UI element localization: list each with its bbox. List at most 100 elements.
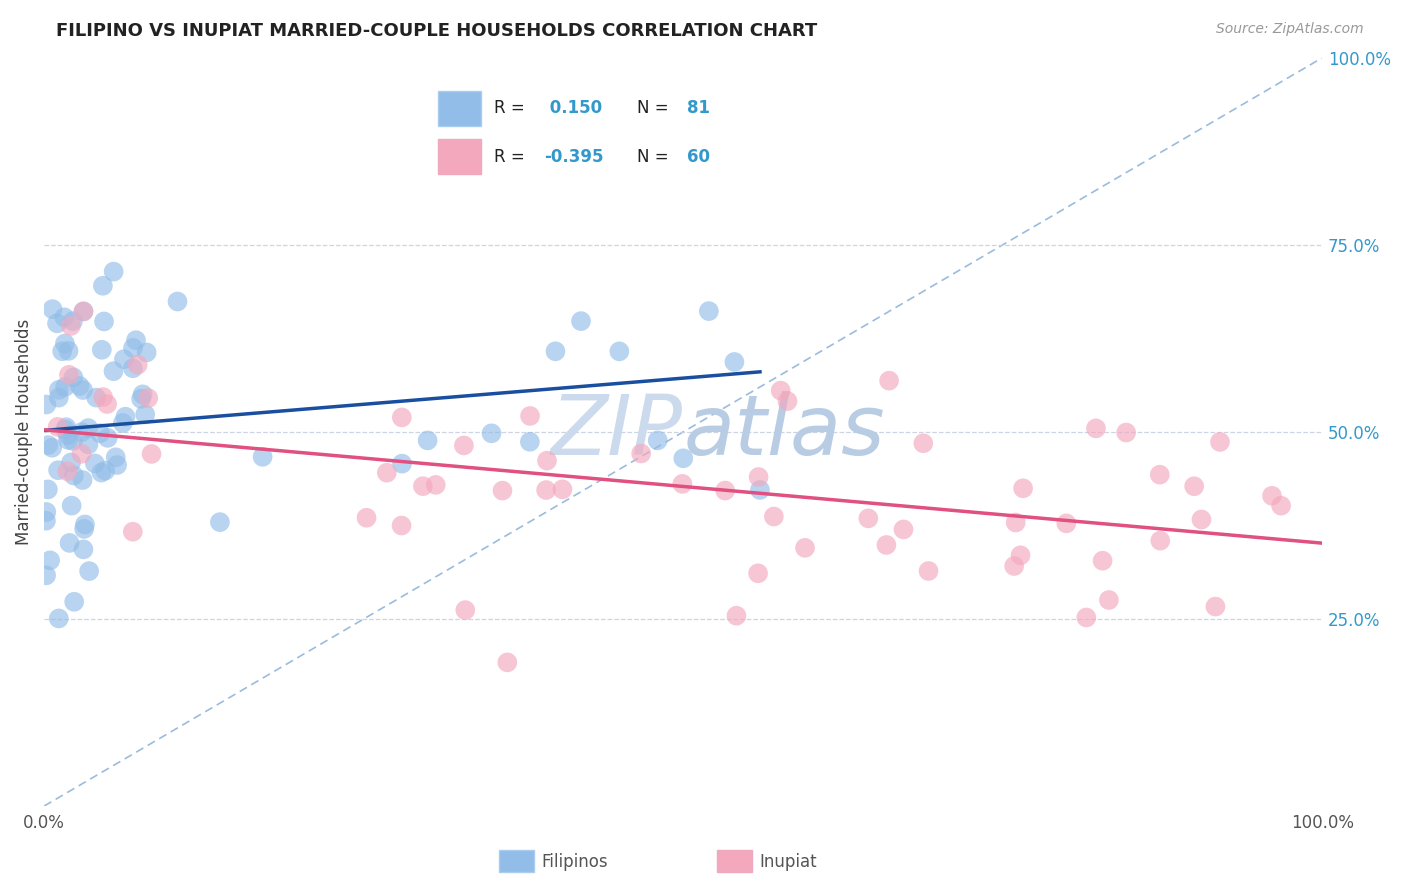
Point bbox=[84, 391, 107, 405]
Point bbox=[35, 568, 58, 582]
Point bbox=[94, 464, 117, 478]
Point bbox=[672, 451, 695, 466]
Point bbox=[1209, 434, 1232, 449]
Point bbox=[647, 434, 669, 448]
Point bbox=[134, 408, 156, 422]
Point bbox=[912, 436, 935, 450]
Point bbox=[1091, 554, 1114, 568]
Point bbox=[416, 434, 439, 448]
Point bbox=[39, 553, 62, 567]
Point bbox=[1261, 489, 1284, 503]
Point bbox=[166, 294, 188, 309]
Point bbox=[97, 431, 120, 445]
Point bbox=[1012, 481, 1035, 495]
Point bbox=[70, 425, 93, 439]
Point bbox=[481, 426, 503, 441]
Point bbox=[70, 447, 93, 461]
Point bbox=[496, 656, 519, 670]
Y-axis label: Married-couple Households: Married-couple Households bbox=[15, 318, 32, 545]
Point bbox=[131, 387, 153, 401]
Point bbox=[714, 483, 737, 498]
Point bbox=[453, 438, 475, 452]
Point bbox=[391, 410, 413, 425]
Point bbox=[83, 457, 105, 471]
Point bbox=[794, 541, 817, 555]
Point bbox=[769, 384, 792, 398]
Point bbox=[63, 468, 86, 483]
Text: Inupiat: Inupiat bbox=[759, 853, 817, 871]
Point bbox=[90, 343, 112, 357]
Point bbox=[121, 524, 143, 539]
Point bbox=[89, 426, 111, 441]
Point bbox=[544, 344, 567, 359]
Point bbox=[48, 391, 70, 405]
Point bbox=[58, 368, 80, 382]
Point bbox=[536, 453, 558, 467]
Point bbox=[135, 345, 157, 359]
Point bbox=[1084, 421, 1107, 435]
Point bbox=[73, 522, 96, 536]
Point bbox=[93, 314, 115, 328]
Point bbox=[35, 514, 58, 528]
Point bbox=[53, 423, 76, 437]
Point bbox=[141, 447, 163, 461]
Point bbox=[41, 441, 63, 455]
Point bbox=[1002, 559, 1025, 574]
Point bbox=[77, 421, 100, 435]
Point bbox=[412, 479, 434, 493]
Point bbox=[72, 473, 94, 487]
Point bbox=[53, 310, 76, 325]
Point bbox=[122, 341, 145, 355]
Point bbox=[35, 505, 58, 519]
Point bbox=[519, 434, 541, 449]
Point bbox=[893, 523, 915, 537]
Point bbox=[104, 450, 127, 465]
Point bbox=[441, 145, 464, 159]
Point bbox=[77, 437, 100, 451]
Point bbox=[425, 478, 447, 492]
Point bbox=[56, 433, 79, 447]
Point bbox=[1270, 499, 1292, 513]
Point bbox=[37, 483, 59, 497]
Point bbox=[630, 446, 652, 460]
Point bbox=[375, 466, 398, 480]
Point bbox=[77, 564, 100, 578]
Point bbox=[697, 304, 720, 318]
Point bbox=[776, 394, 799, 409]
Point bbox=[91, 390, 114, 404]
Point bbox=[103, 264, 125, 278]
Point bbox=[63, 595, 86, 609]
Point bbox=[1115, 425, 1137, 440]
Point bbox=[53, 336, 76, 351]
Point bbox=[60, 455, 83, 469]
Point bbox=[747, 566, 769, 581]
Point bbox=[91, 278, 114, 293]
Point bbox=[72, 383, 94, 397]
Point bbox=[1204, 599, 1226, 614]
Point bbox=[72, 304, 94, 318]
Point bbox=[454, 603, 477, 617]
Point bbox=[56, 428, 79, 442]
Point bbox=[72, 542, 94, 557]
Text: atlas: atlas bbox=[683, 392, 884, 473]
Point bbox=[58, 343, 80, 358]
Point bbox=[725, 608, 748, 623]
Point bbox=[62, 370, 84, 384]
Point bbox=[60, 499, 83, 513]
Point bbox=[917, 564, 939, 578]
Point bbox=[877, 374, 900, 388]
Point bbox=[46, 316, 69, 330]
Text: Source: ZipAtlas.com: Source: ZipAtlas.com bbox=[1216, 22, 1364, 37]
Point bbox=[129, 392, 152, 406]
Point bbox=[111, 416, 134, 430]
Point bbox=[491, 483, 513, 498]
Point bbox=[41, 302, 63, 317]
Point bbox=[875, 538, 897, 552]
Point bbox=[1098, 593, 1121, 607]
Text: FILIPINO VS INUPIAT MARRIED-COUPLE HOUSEHOLDS CORRELATION CHART: FILIPINO VS INUPIAT MARRIED-COUPLE HOUSE… bbox=[56, 22, 817, 40]
Point bbox=[59, 318, 82, 333]
Point bbox=[103, 364, 125, 378]
Point bbox=[51, 344, 73, 359]
Point bbox=[37, 438, 59, 452]
Point bbox=[122, 361, 145, 376]
